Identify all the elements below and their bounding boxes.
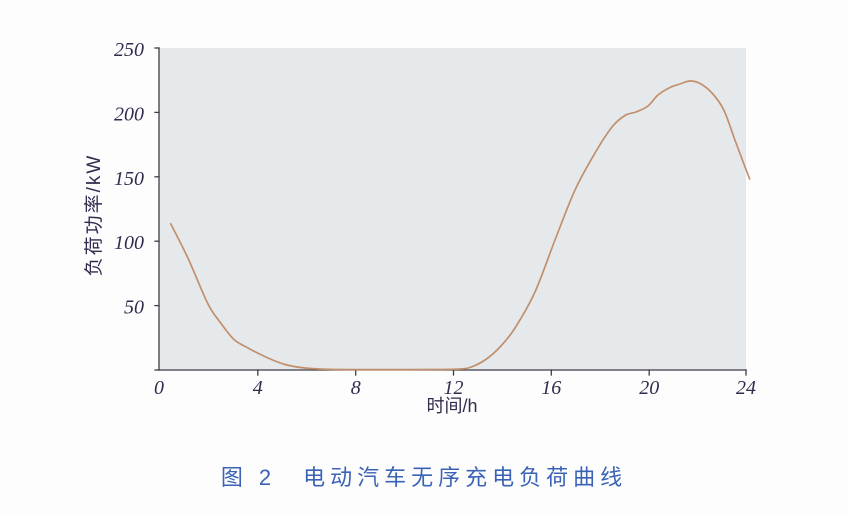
svg-text:0: 0 bbox=[154, 377, 164, 399]
svg-text:150: 150 bbox=[114, 168, 144, 190]
svg-text:时间/h: 时间/h bbox=[426, 396, 477, 416]
svg-text:16: 16 bbox=[541, 377, 561, 399]
svg-text:8: 8 bbox=[351, 377, 361, 399]
svg-text:100: 100 bbox=[114, 232, 144, 254]
svg-text:50: 50 bbox=[124, 297, 144, 319]
svg-text:20: 20 bbox=[639, 377, 659, 399]
svg-text:24: 24 bbox=[736, 377, 756, 399]
svg-text:250: 250 bbox=[114, 39, 144, 61]
svg-text:负荷功率/kW: 负荷功率/kW bbox=[83, 154, 105, 277]
svg-text:200: 200 bbox=[114, 103, 144, 125]
svg-text:4: 4 bbox=[253, 377, 263, 399]
